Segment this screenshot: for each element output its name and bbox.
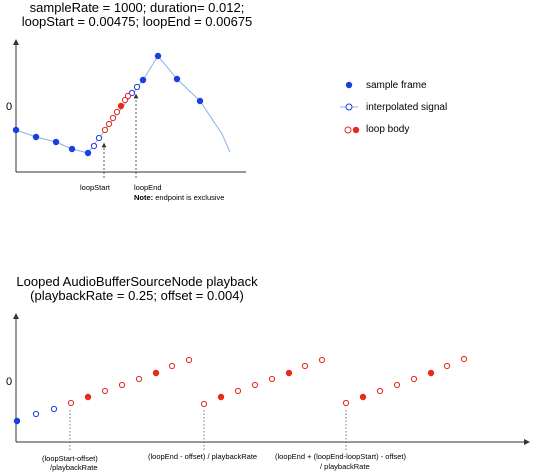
legend-loop-body-label: loop body: [366, 124, 410, 135]
loop-body-dot: [152, 369, 160, 377]
loopstart-label: loopStart: [80, 183, 111, 192]
annotation-loopstart-offset-line1: (loopStart-offset): [42, 454, 98, 463]
loop-body-dot: [301, 362, 309, 370]
legend-sample-frame-icon: [345, 81, 353, 89]
loop-body-dot: [251, 381, 259, 389]
loop-body-dot: [342, 399, 350, 407]
interpolated-dot: [133, 83, 141, 91]
interpolated-dot: [128, 89, 136, 97]
loop-body-dot: [101, 126, 109, 134]
loop-body-dot: [105, 120, 113, 128]
legend-interpolated-icon: [345, 103, 353, 111]
loop-body-dot: [109, 114, 117, 122]
loop-body-dot: [101, 387, 109, 395]
loop-body-dot: [234, 387, 242, 395]
sample-frame-dot: [196, 97, 204, 105]
legend-interpolated-label: interpolated signal: [366, 102, 448, 113]
top-title-line1: sampleRate = 1000; duration= 0.012;: [29, 0, 245, 15]
loop-body-dot: [135, 375, 143, 383]
endpoint-note: Note: endpoint is exclusive: [134, 193, 224, 202]
loop-body-dot: [268, 375, 276, 383]
annotation-loopstart-offset-line2: /playbackRate: [50, 463, 98, 472]
loop-body-dot: [217, 393, 225, 401]
loop-body-dot: [443, 362, 451, 370]
loop-body-dot: [393, 381, 401, 389]
loop-body-dot: [460, 355, 468, 363]
sample-frame-dot: [154, 52, 162, 60]
loop-body-dot: [117, 102, 125, 110]
interpolated-dot: [95, 134, 103, 142]
top-title-line2: loopStart = 0.00475; loopEnd = 0.00675: [21, 14, 253, 29]
sample-frame-dot: [32, 133, 40, 141]
loop-body-dot: [410, 375, 418, 383]
interpolated-dot: [90, 142, 98, 150]
loop-body-dot: [124, 92, 132, 100]
loop-body-dot: [67, 399, 75, 407]
sample-frame-dot: [84, 149, 92, 157]
annotation-second-loop-line2: / playbackRate: [320, 462, 370, 471]
loop-body-dot: [118, 381, 126, 389]
loop-body-dot: [318, 356, 326, 364]
bottom-title-line2: (playbackRate = 0.25; offset = 0.004): [30, 288, 244, 303]
note-text: endpoint is exclusive: [153, 193, 225, 202]
loop-body-dot: [84, 393, 92, 401]
sample-frame-dot: [68, 145, 76, 153]
annotation-loopend-offset: (loopEnd - offset) / playbackRate: [148, 452, 258, 461]
note-bold: Note:: [134, 193, 154, 202]
bottom-y-zero-label: 0: [6, 376, 13, 388]
loop-body-dot: [427, 369, 435, 377]
sample-frame-dot: [52, 138, 60, 146]
loopend-label: loopEnd: [134, 183, 162, 192]
annotation-second-loop-line1: (loopEnd + (loopEnd-loopStart) - offset): [275, 452, 406, 461]
bottom-title-line1: Looped AudioBufferSourceNode playback: [16, 274, 258, 289]
legend-loop-open-icon: [344, 126, 352, 134]
sample-frame-dot: [139, 76, 147, 84]
sample-frame-dot: [12, 126, 20, 134]
loop-body-dot: [113, 108, 121, 116]
loop-body-dot: [359, 393, 367, 401]
sample-frame-dot: [173, 75, 181, 83]
loop-body-dot: [200, 400, 208, 408]
legend-sample-frame-label: sample frame: [366, 80, 427, 91]
interpolated-dot: [32, 410, 40, 418]
interpolated-dot: [50, 405, 58, 413]
loop-body-dot: [285, 369, 293, 377]
loop-body-dot: [121, 96, 129, 104]
loop-body-dot: [168, 362, 176, 370]
loop-body-dot: [376, 387, 384, 395]
top-y-zero-label: 0: [6, 101, 13, 113]
sample-frame-dot: [13, 417, 21, 425]
loop-body-dot: [185, 356, 193, 364]
legend-loop-filled-icon: [352, 126, 360, 134]
